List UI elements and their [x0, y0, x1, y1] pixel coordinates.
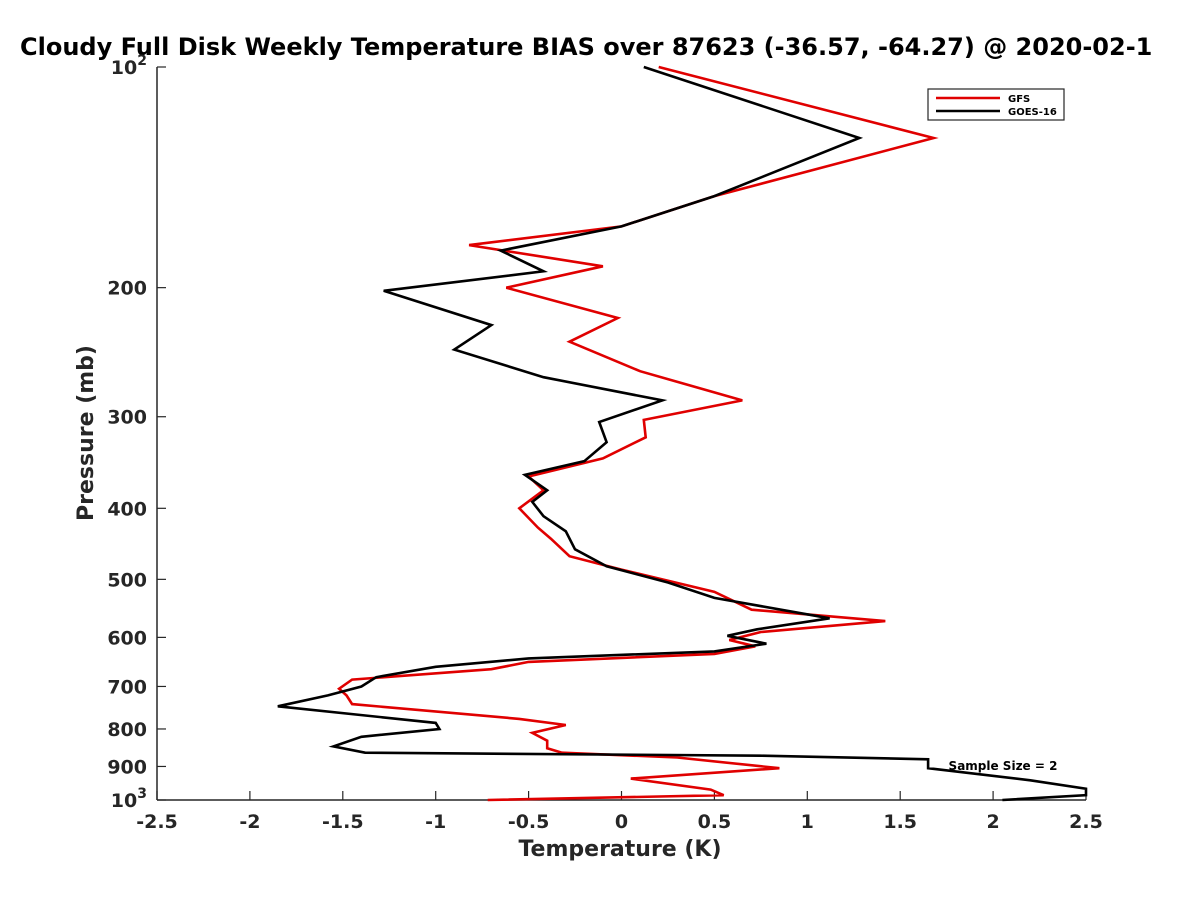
x-tick-label: 2	[986, 811, 999, 833]
y-tick-label: 300	[107, 407, 147, 429]
y-axis-ticks: 102 200 300 400 500 600 700 800 900 103	[107, 53, 166, 812]
x-axis-label: Temperature (K)	[518, 837, 721, 862]
series-line-gfs	[337, 65, 939, 802]
y-tick-label: 400	[107, 498, 147, 520]
x-axis-ticks: -2.5 -2 -1.5 -1 -0.5 0 0.5 1 1.5 2 2.5	[136, 791, 1103, 833]
x-tick-label: 2.5	[1069, 811, 1103, 833]
legend: GFS GOES-16	[927, 88, 1065, 121]
x-tick-label: 0	[615, 811, 628, 833]
x-tick-label: 1	[801, 811, 814, 833]
series-lines	[277, 65, 1088, 802]
x-tick-label: -1	[425, 811, 446, 833]
y-tick-label: 103	[111, 786, 147, 812]
x-tick-label: -0.5	[508, 811, 550, 833]
x-tick-label: -2	[239, 811, 260, 833]
y-tick-label: 900	[107, 756, 147, 778]
series-line-goes-16	[277, 65, 1088, 802]
y-tick-label: 600	[107, 627, 147, 649]
legend-label: GFS	[1008, 94, 1030, 105]
y-tick-label: 200	[107, 278, 147, 300]
y-tick-label: 800	[107, 719, 147, 741]
y-axis-label: Pressure (mb)	[74, 345, 99, 521]
legend-box	[927, 88, 1065, 121]
plot-area	[156, 67, 1086, 801]
y-tick-label: 700	[107, 676, 147, 698]
sample-size-annotation: Sample Size = 2	[949, 759, 1058, 773]
x-tick-label: 1.5	[883, 811, 917, 833]
y-tick-label: 102	[111, 53, 147, 79]
chart-title: Cloudy Full Disk Weekly Temperature BIAS…	[20, 33, 1152, 61]
y-tick-label: 500	[107, 569, 147, 591]
x-tick-label: -2.5	[136, 811, 178, 833]
legend-label: GOES-16	[1008, 107, 1057, 118]
x-tick-label: 0.5	[698, 811, 732, 833]
x-tick-label: -1.5	[322, 811, 364, 833]
